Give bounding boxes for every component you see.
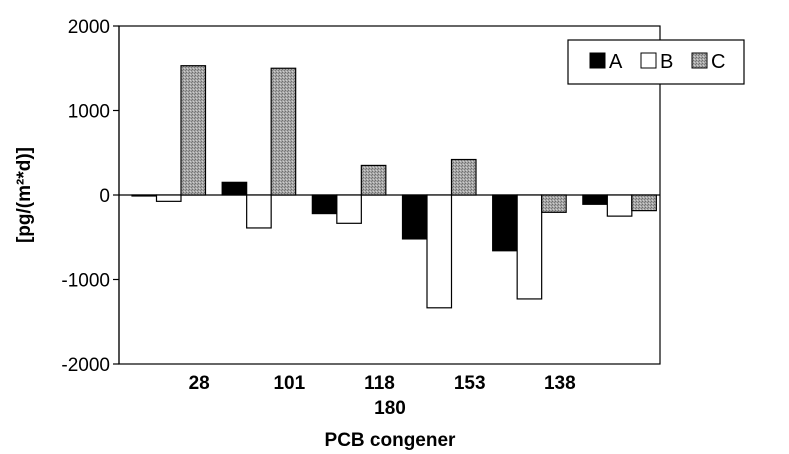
y-tick-label: 0: [99, 186, 110, 207]
y-tick-label: 2000: [68, 17, 110, 38]
y-ticks: 2000 1000 0 -1000 -2000: [61, 17, 119, 376]
bar-series-c: [360, 164, 387, 196]
x-tick-label: 138: [544, 373, 576, 394]
x-tick-label: 153: [454, 373, 486, 394]
bar-series-a: [311, 194, 338, 215]
y-tick-label: -1000: [61, 271, 110, 292]
x-tick-label: 101: [273, 373, 305, 394]
bar-series-b: [426, 194, 453, 309]
y-tick-label: -2000: [61, 355, 110, 376]
bar-series-a: [131, 194, 158, 197]
legend-swatch-c: [691, 52, 708, 69]
bar-series-b: [155, 194, 182, 202]
y-axis-title: [pg/(m²*d)]: [14, 147, 35, 243]
bar-series-b: [246, 194, 272, 229]
bars: [131, 65, 657, 309]
bar-series-c: [180, 65, 207, 196]
x-tick-labels: 28 101 118 153 138: [189, 373, 576, 394]
bar-series-b: [336, 194, 362, 224]
legend-label-c: C: [711, 51, 725, 73]
bar-series-a: [492, 194, 518, 252]
bar-series-b: [516, 194, 543, 300]
legend-label-a: A: [609, 51, 623, 73]
x-tick-label: 28: [189, 373, 210, 394]
bar-series-a: [221, 181, 248, 196]
bar-series-b: [606, 194, 633, 217]
x-axis-title: PCB congener: [325, 430, 457, 451]
legend-swatch-b: [640, 52, 657, 69]
bar-series-a: [401, 194, 428, 240]
x-tick-label: 118: [364, 373, 395, 394]
legend-swatch-a: [589, 52, 606, 69]
x-extra-label: 180: [374, 398, 406, 419]
legend-label-b: B: [660, 51, 673, 73]
bar-series-c: [541, 194, 567, 213]
legend: A B C: [567, 39, 745, 85]
bar-series-c: [270, 67, 297, 196]
bar-series-c: [631, 194, 657, 212]
bar-series-a: [582, 194, 608, 205]
bar-series-c: [450, 158, 477, 196]
y-tick-label: 1000: [68, 102, 110, 123]
